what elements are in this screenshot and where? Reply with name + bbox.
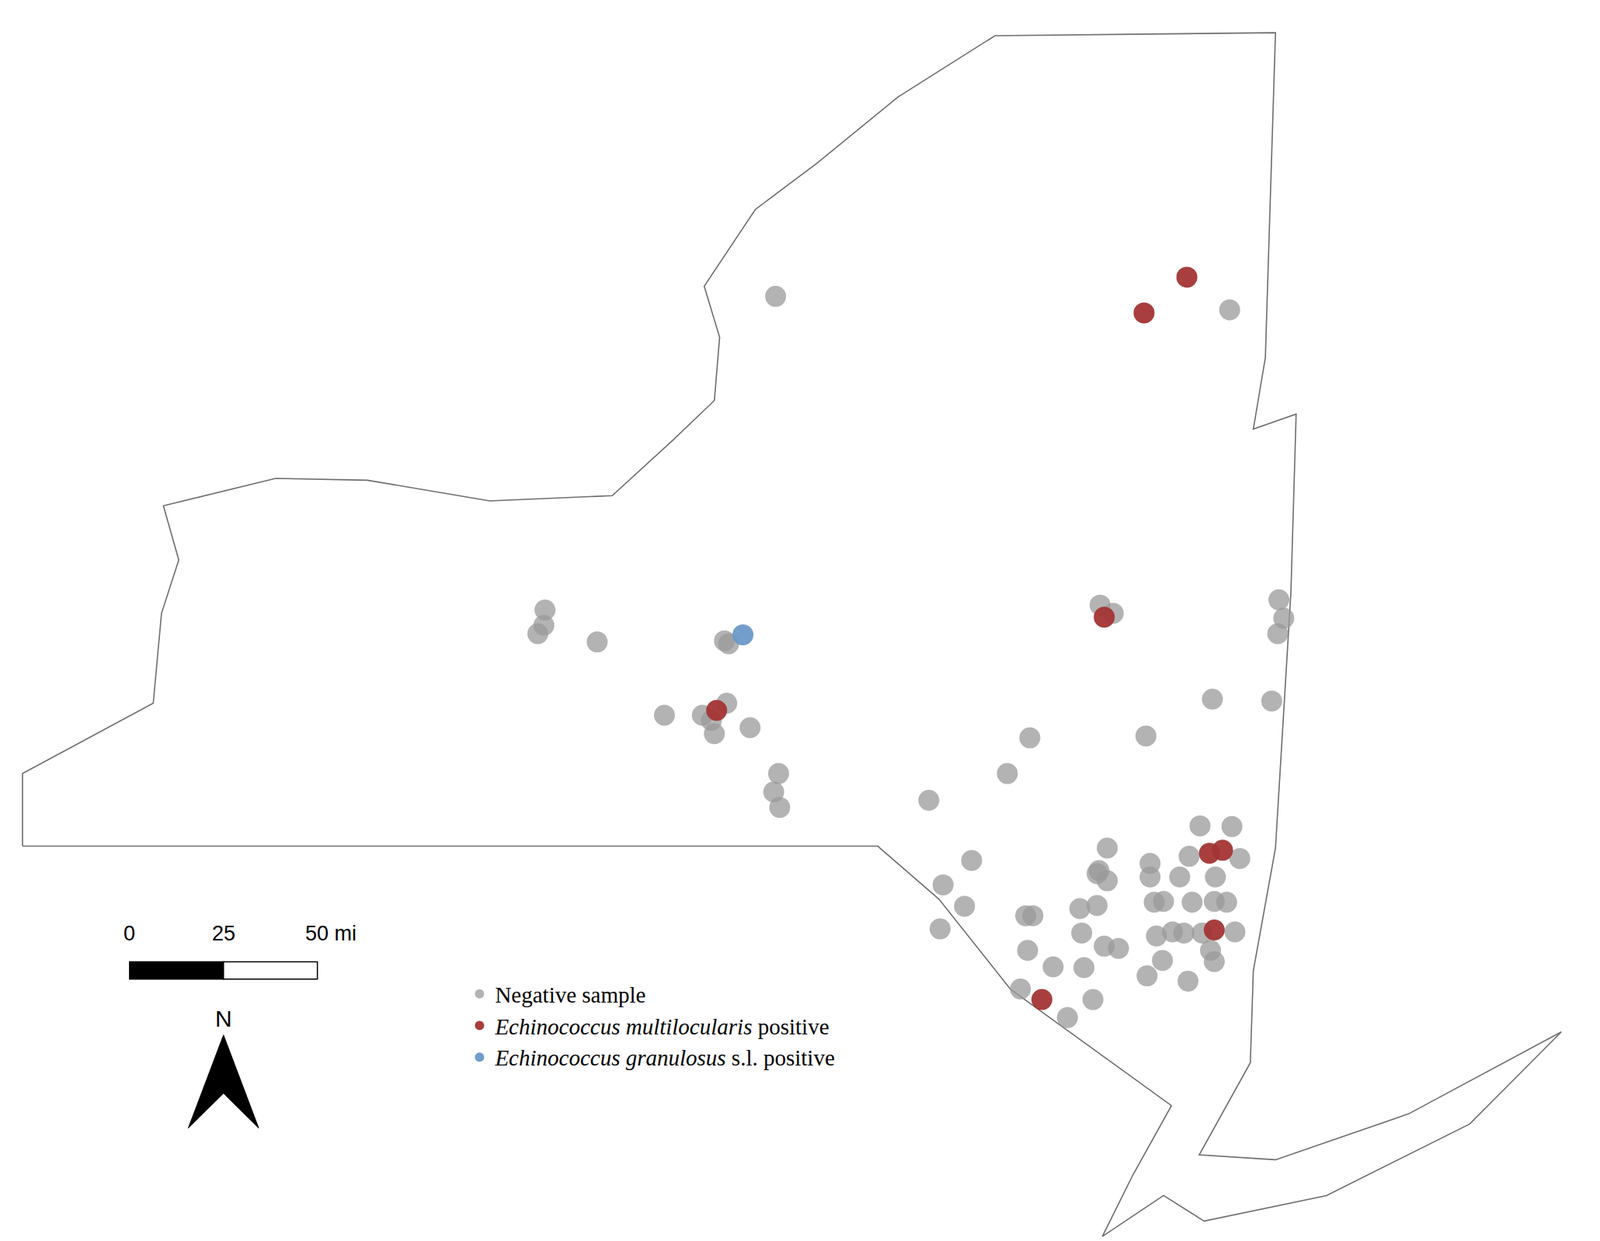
svg-text:Echinococcus multilocularis po: Echinococcus multilocularis positive [493,1014,829,1040]
svg-text:Echinococcus granulosus s.l. p: Echinococcus granulosus s.l. positive [493,1045,835,1071]
svg-text:0: 0 [123,921,136,946]
svg-text:N: N [215,1005,233,1032]
svg-text:25: 25 [212,921,236,946]
svg-text:Negative sample: Negative sample [494,982,646,1008]
svg-text:50 mi: 50 mi [305,921,357,946]
